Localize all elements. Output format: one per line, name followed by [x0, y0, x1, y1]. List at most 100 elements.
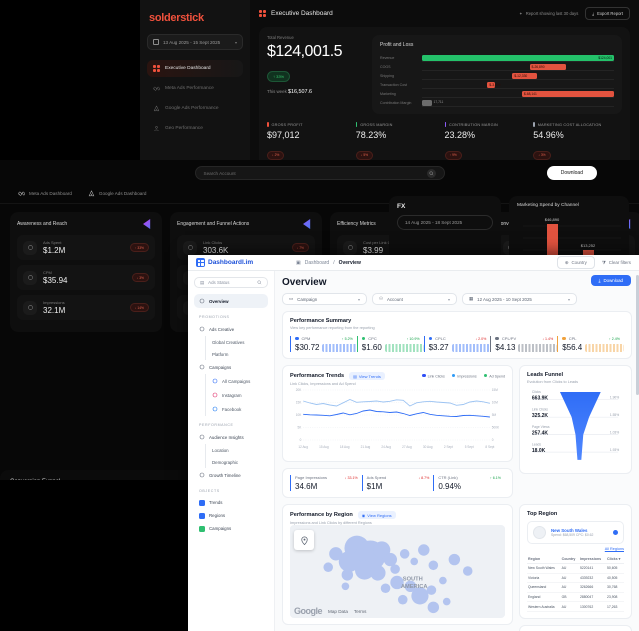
total-revenue-label: Total Revenue [267, 35, 294, 40]
table-row[interactable]: Queensland AU 3262666 30,768 [527, 582, 624, 593]
view-regions-button[interactable]: ◉ View Regions [357, 511, 396, 519]
kpi-color-bar [533, 122, 535, 127]
clear-filters-button[interactable]: ⧩ Clear filters [601, 260, 631, 265]
table-cell: 1300762 [579, 601, 607, 612]
sidebar-item-instagram[interactable]: Instagram [205, 388, 268, 402]
sidebar-item-location[interactable]: Location [205, 444, 268, 456]
legend-dot-icon [422, 373, 426, 378]
sidebar-item-platform[interactable]: Platform [205, 348, 268, 360]
map-data-link[interactable]: Map Data [328, 608, 348, 614]
tab-google-ads-dashboard[interactable]: Google Ads Dashboard [88, 190, 146, 197]
performance-by-region-card: Performance by Region ◉ View Regions Imp… [282, 504, 513, 625]
meta-metric-value: 303.6K [203, 246, 229, 255]
svg-text:10M: 10M [492, 401, 498, 405]
view-trends-button[interactable]: ▤ View Trends [349, 372, 385, 380]
account-icon: ⚇ [379, 296, 383, 301]
trends-footer-kpi: Page Impressions ↓ 33.1% 34.6M [290, 475, 362, 491]
scrollbar[interactable] [636, 275, 639, 395]
meta-metric-label: Link Clicks [203, 240, 223, 245]
sidebar-item-geo-performance[interactable]: Geo Performance [147, 120, 243, 137]
sidebar-item-executive-dashboard[interactable]: Executive Dashboard [147, 60, 243, 77]
sidebar-item-growth-timeline[interactable]: Growth Timeline [194, 468, 268, 482]
funnel-step-value: 663.9K [532, 396, 549, 402]
sidebar-item-ads-creative[interactable]: Ads Creative [194, 322, 268, 336]
tab-meta-ads-dashboard[interactable]: Meta Ads Dashboard [18, 190, 72, 197]
sidebar-item-all-campaigns[interactable]: All Campaigns [205, 374, 268, 388]
sidebar-item-campaigns[interactable]: Campaigns [194, 360, 268, 374]
table-row[interactable]: Western Australia AU 1300762 17,263 [527, 601, 624, 612]
summary-kpi: CPL/PV ↓ 1.4% $4.13 [490, 336, 558, 352]
executive-kpi: GROSS MARGIN 78.23% ↓ 5% [355, 122, 445, 160]
top-region-row[interactable]: New South Wales Spend: $68,509 CPC: $0.6… [527, 521, 624, 544]
pl-row: Revenue $124,001 [380, 53, 614, 62]
chart-icon: ▤ [353, 373, 357, 379]
ads-status-search[interactable]: ▤ Ads Status [194, 277, 268, 288]
country-filter-chip[interactable]: ⊕ Country [556, 256, 595, 269]
trends-icon [199, 499, 205, 506]
summary-kpi-label: CPL/PV [501, 336, 517, 341]
table-row[interactable]: Victoria AU 4339232 40,505 [527, 573, 624, 584]
region-bubble-map[interactable]: SOUTH AMERICA Google Map Data Terms [290, 525, 505, 618]
sidebar-item-overview[interactable]: Overview [194, 294, 268, 308]
date-range-picker[interactable]: 13 Aug 2025 - 15 Sept 2025 ▾ [147, 34, 243, 50]
map-terms-link[interactable]: Terms [353, 608, 367, 614]
export-report-button[interactable]: ⤓ Export Report [585, 7, 630, 20]
export-icon: ⤓ [592, 11, 595, 16]
sidebar-item-google-ads-performance[interactable]: Google Ads Performance [147, 100, 243, 117]
svg-text:AMERICA: AMERICA [401, 584, 428, 590]
pl-bar-value: $-26,890 [531, 64, 545, 69]
download-button[interactable]: Download [546, 166, 597, 180]
fx-date-picker[interactable]: 14 Aug 2025 - 18 Sept 2025 [397, 215, 493, 230]
kpi-delta: ↓ 3% [533, 150, 551, 160]
sidebar-item-regions[interactable]: Regions [194, 509, 268, 522]
sidebar-item-label: Growth Timeline [209, 472, 241, 478]
all-regions-link[interactable]: All Regions [604, 547, 624, 551]
filter-campaign[interactable]: ▭ Campaign ▾ [282, 293, 367, 305]
sidebar-item-label: Demographic [212, 459, 239, 465]
page-title: Executive Dashboard [271, 10, 333, 17]
table-column-header[interactable]: Impressions [579, 555, 607, 564]
trends-footer-label: Ads Spend [366, 475, 387, 480]
pl-bar-value: $-12,330 [514, 73, 528, 78]
top-region-sub: Spend: $68,509 CPC: $0.62 [551, 533, 594, 537]
chevron-down-icon: ▾ [447, 296, 450, 302]
table-column-header[interactable]: Region [527, 555, 561, 564]
download-button[interactable]: ⤓ Download [590, 275, 631, 286]
svg-text:8 Sept: 8 Sept [485, 445, 494, 449]
sidebar-item-global-creatives[interactable]: Global Creatives [205, 336, 268, 348]
filter-date-range[interactable]: ▦ 12 Aug 2025 - 10 Sept 2025 ▾ [462, 293, 577, 305]
this-week-row: This week $16,507.6 [267, 89, 362, 95]
search-icon [426, 168, 436, 178]
svg-text:15 Aug: 15 Aug [319, 445, 329, 449]
summary-kpi: CPLC ↓ 2.0% $3.27 [423, 336, 491, 352]
sidebar-item-demographic[interactable]: Demographic [205, 456, 268, 468]
table-cell: 2880047 [579, 592, 607, 603]
executive-header: Executive Dashboard ✦ Report showing las… [259, 7, 630, 20]
summary-kpi-sparkline [384, 344, 424, 352]
sidebar-item-audience-insights[interactable]: Audience Insights [194, 430, 268, 444]
overview-topbar: Dashboardl.im ▣ Dashboard / Overview ⊕ C… [188, 255, 639, 271]
sidebar-item-trends[interactable]: Trends [194, 496, 268, 509]
table-column-header[interactable]: Clicks ▾ [606, 555, 624, 564]
pl-bar-value: 17,711 [433, 100, 444, 104]
sidebar-item-facebook[interactable]: Facebook [205, 402, 268, 416]
sidebar-item-campaigns[interactable]: Campaigns [194, 522, 268, 535]
pl-bar: $-12,330 [512, 72, 538, 79]
meta-metric-delta: ↓ 14% [129, 303, 149, 312]
funnel-step-label: Link Clicks [532, 407, 548, 411]
sidebar-item-meta-ads-performance[interactable]: Meta Ads Performance [147, 80, 243, 97]
pl-row-label: Revenue [380, 55, 395, 60]
table-row[interactable]: England GB 2880047 23,908 [527, 592, 624, 603]
svg-text:24 Aug: 24 Aug [381, 445, 391, 449]
table-cell: 3262666 [579, 582, 607, 593]
table-column-header[interactable]: Country [560, 555, 579, 564]
svg-text:27 Aug: 27 Aug [402, 445, 412, 449]
filter-row: ▭ Campaign ▾ ⚇ Account ▾ ▦ 12 Aug 2025 - 1… [282, 293, 632, 305]
filter-account[interactable]: ⚇ Account ▾ [372, 293, 457, 305]
table-row[interactable]: New South Wales AU 5220141 50,605 [527, 563, 624, 574]
sidebar-section-label: OBJECTS [199, 489, 220, 493]
breadcrumb-root[interactable]: Dashboard [304, 259, 330, 266]
search-account-input[interactable]: Search Account [194, 166, 445, 180]
pl-bar: $-68,141 [521, 90, 614, 97]
executive-kpi: MARKETING COST ALLOCATION 54.96% ↓ 3% [533, 122, 622, 160]
